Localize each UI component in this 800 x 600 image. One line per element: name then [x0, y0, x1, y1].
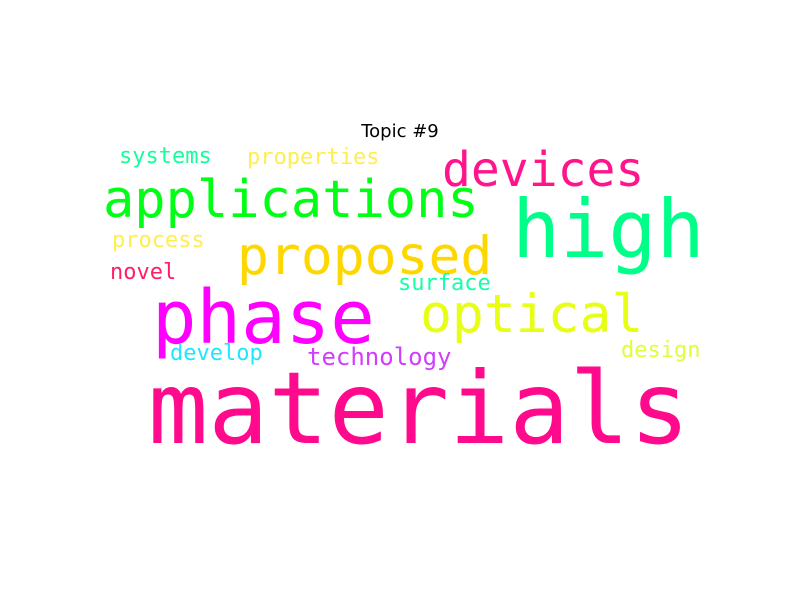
- word-high: high: [512, 183, 705, 276]
- word-applications: applications: [103, 170, 479, 230]
- word-technology: technology: [307, 343, 452, 371]
- word-devices: devices: [442, 142, 645, 198]
- word-novel: novel: [110, 260, 177, 285]
- word-materials: materials: [148, 350, 690, 467]
- word-develop: develop: [170, 341, 263, 366]
- word-proposed: proposed: [237, 226, 493, 287]
- word-optical: optical: [420, 284, 644, 345]
- word-systems: systems: [119, 144, 212, 169]
- word-design: design: [621, 338, 701, 363]
- word-surface: surface: [398, 271, 491, 296]
- word-process: process: [112, 228, 205, 253]
- cloud-title: Topic #9: [361, 121, 439, 142]
- word-phase: phase: [152, 275, 375, 361]
- word-properties: properties: [247, 145, 380, 170]
